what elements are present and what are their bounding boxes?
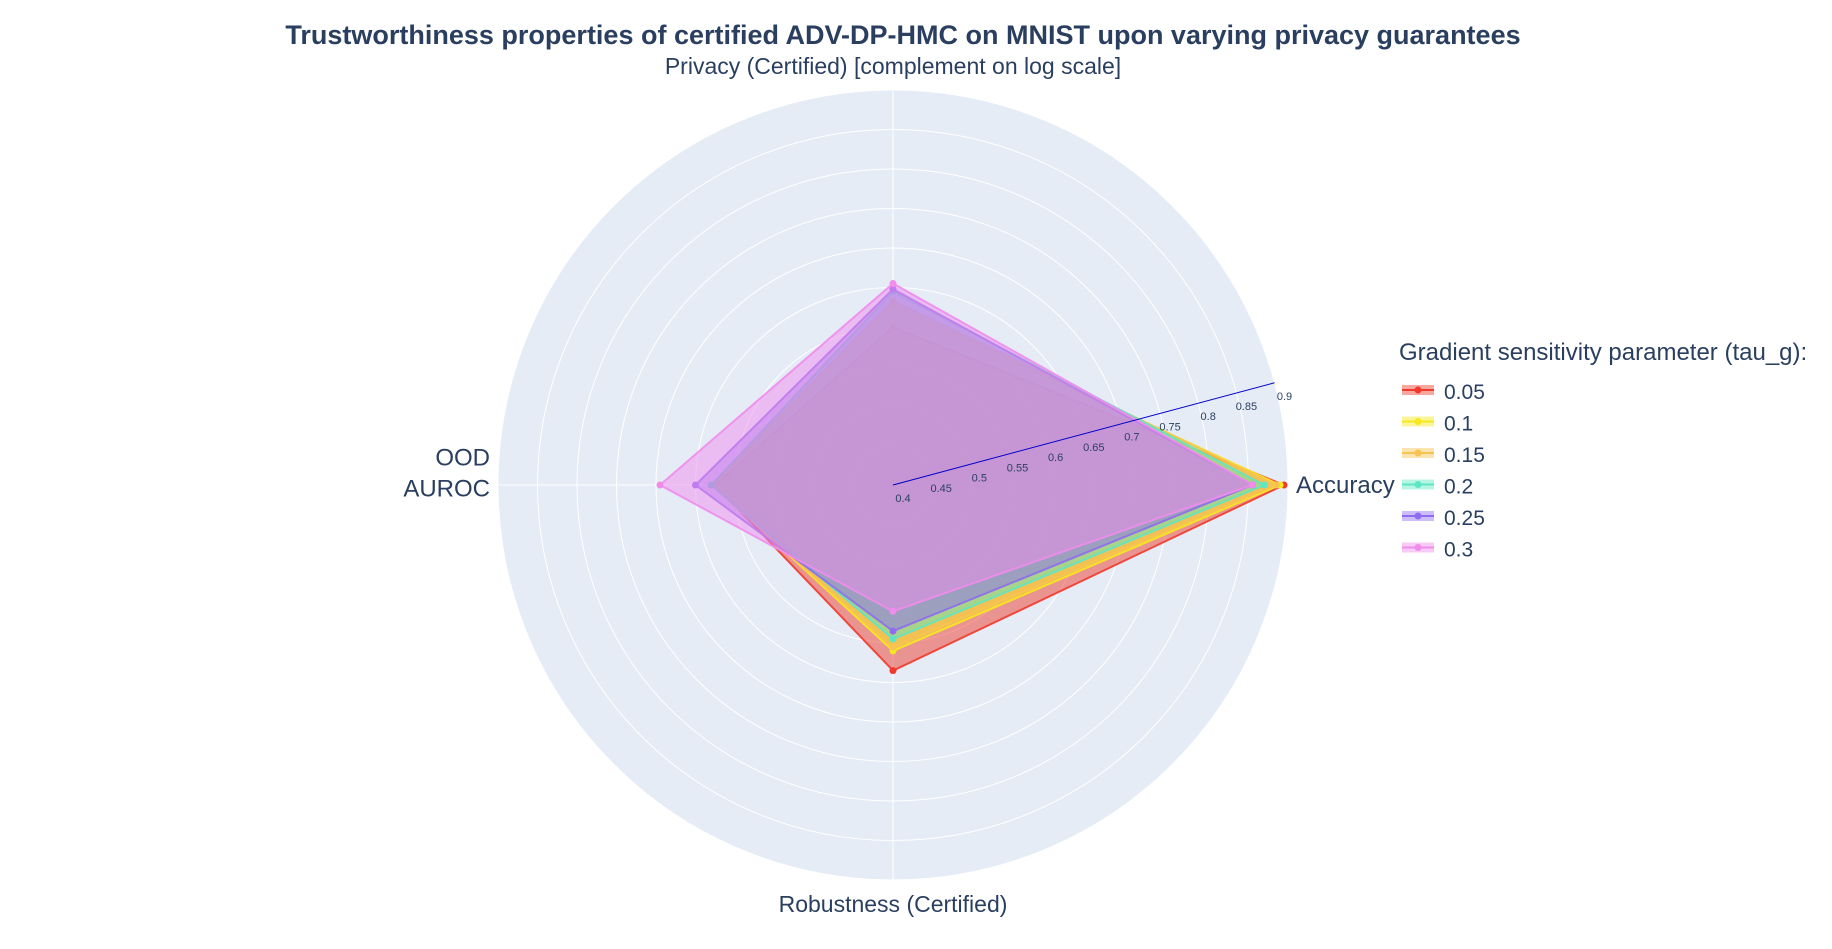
legend-item-0.15[interactable]: 0.15 [1402,444,1485,467]
series-0.3[interactable] [656,280,1257,615]
series-0.3-point-3[interactable] [889,607,897,615]
axis-label-2: OOD AUROC [403,445,490,503]
legend[interactable]: Gradient sensitivity parameter (tau_g): 0… [1399,339,1807,562]
radial-tick-label-1: 0.45 [930,483,951,495]
legend-label-0.3: 0.3 [1444,539,1473,562]
legend-label-0.1: 0.1 [1444,413,1473,436]
legend-title: Gradient sensitivity parameter (tau_g): [1399,339,1807,366]
legend-marker-0.15 [1414,449,1422,457]
legend-label-0.15: 0.15 [1444,444,1485,467]
series-0.15-point-0[interactable] [1272,481,1280,489]
legend-label-0.2: 0.2 [1444,476,1473,499]
legend-item-0.25[interactable]: 0.25 [1402,507,1485,530]
legend-marker-0.1 [1414,418,1422,425]
axis-labels: Accuracy Privacy (Certified) [complement … [403,53,1394,917]
radial-tick-label-0: 0.4 [895,493,910,505]
radial-axis: 0.4 0.45 0.5 0.55 0.6 0.65 0.7 0.75 0.8 0.85 0.9 [892,382,1292,505]
axis-label-2-line-0: OOD [435,445,490,472]
radial-tick-label-4: 0.6 [1048,452,1063,464]
legend-item-0.2[interactable]: 0.2 [1402,476,1473,499]
radial-tick-label-9: 0.85 [1236,401,1257,413]
series-0.2-point-3[interactable] [889,635,897,643]
radial-tick-label-3: 0.55 [1007,462,1028,474]
radial-tick-label-10: 0.9 [1277,391,1292,403]
series-0.05-point-3[interactable] [889,667,897,675]
radial-axis-line [892,382,1275,486]
radial-tick-label-2: 0.5 [972,473,987,485]
axis-label-0: Accuracy [1296,472,1395,499]
axis-label-2-line-1: AUROC [403,476,490,503]
radial-tick-label-5: 0.65 [1083,442,1104,454]
series-layer [656,280,1288,675]
series-0.25-point-3[interactable] [889,627,897,635]
legend-item-0.05[interactable]: 0.05 [1402,381,1485,404]
legend-marker-0.25 [1414,512,1422,520]
series-0.3-point-1[interactable] [889,280,897,287]
legend-marker-0.2 [1414,481,1422,488]
legend-item-0.3[interactable]: 0.3 [1402,539,1473,562]
legend-marker-0.3 [1414,544,1422,551]
series-0.2-point-0[interactable] [1260,481,1268,489]
radial-tick-label-6: 0.7 [1124,432,1139,444]
series-0.3-point-2[interactable] [656,481,664,489]
legend-label-0.05: 0.05 [1444,381,1485,404]
chart-title: Trustworthiness properties of certified … [285,20,1520,50]
legend-marker-0.05 [1414,386,1422,394]
radial-tick-label-8: 0.8 [1201,411,1216,423]
series-0.3-point-0[interactable] [1249,481,1256,489]
series-0.15-point-3[interactable] [889,643,897,651]
radial-tick-label-7: 0.75 [1159,421,1180,433]
axis-label-1: Privacy (Certified) [complement on log s… [665,53,1121,79]
axis-label-3: Robustness (Certified) [779,891,1008,917]
legend-label-0.25: 0.25 [1444,507,1485,530]
legend-item-0.1[interactable]: 0.1 [1402,413,1473,436]
